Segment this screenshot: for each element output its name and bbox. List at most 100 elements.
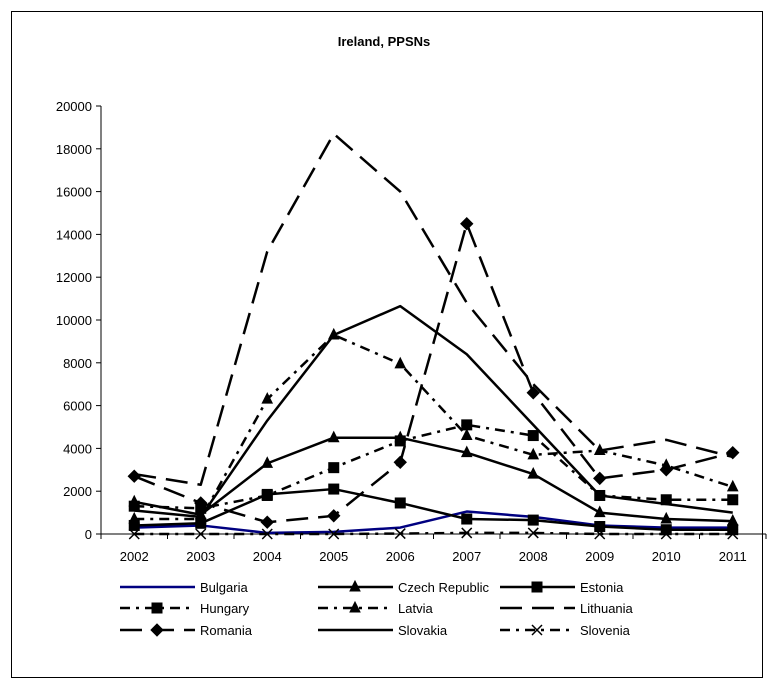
triangle-marker bbox=[460, 445, 473, 458]
legend: Bulgaria Czech Republic Estonia Hungary Latv… bbox=[120, 579, 634, 638]
x-tick-label: 2010 bbox=[652, 549, 681, 564]
diamond-marker bbox=[593, 471, 607, 486]
diamond-marker bbox=[526, 386, 540, 400]
x-marker bbox=[461, 527, 473, 539]
x-marker bbox=[594, 528, 606, 540]
square-marker bbox=[461, 513, 473, 525]
square-marker bbox=[531, 581, 543, 593]
series-line bbox=[134, 304, 733, 519]
triangle-marker bbox=[349, 600, 361, 613]
series-layer bbox=[127, 132, 740, 540]
x-marker bbox=[261, 528, 273, 540]
square-marker bbox=[527, 514, 539, 526]
x-marker bbox=[727, 528, 739, 540]
x-tick-label: 2008 bbox=[519, 549, 548, 564]
triangle-marker bbox=[460, 428, 473, 441]
square-marker bbox=[328, 483, 340, 495]
x-tick-label: 2003 bbox=[186, 549, 215, 564]
square-marker bbox=[328, 462, 340, 474]
legend-label: Romania bbox=[200, 623, 253, 638]
x-marker bbox=[394, 528, 406, 540]
legend-item: Hungary bbox=[120, 601, 250, 616]
legend-label: Estonia bbox=[580, 580, 624, 595]
x-marker bbox=[328, 528, 340, 540]
chart-title: Ireland, PPSNs bbox=[338, 34, 430, 49]
diamond-marker bbox=[327, 509, 341, 523]
x-tick-label: 2002 bbox=[120, 549, 149, 564]
diamond-marker bbox=[150, 623, 164, 637]
legend-item: Romania bbox=[120, 623, 253, 638]
triangle-marker bbox=[593, 505, 606, 518]
square-marker bbox=[151, 602, 163, 614]
diamond-marker bbox=[127, 469, 141, 483]
square-marker bbox=[461, 419, 473, 431]
axes: 0 2000 4000 6000 8000 10000 12000 14000 16000 180… bbox=[56, 99, 767, 564]
legend-item: Czech Republic bbox=[318, 579, 490, 595]
y-tick-label: 12000 bbox=[56, 270, 92, 285]
legend-label: Latvia bbox=[398, 601, 433, 616]
triangle-marker bbox=[527, 447, 540, 460]
square-marker bbox=[727, 494, 739, 506]
chart-frame bbox=[11, 11, 763, 678]
y-tick-label: 2000 bbox=[63, 484, 92, 499]
diamond-marker bbox=[393, 455, 407, 470]
x-tick-label: 2011 bbox=[719, 549, 747, 564]
series-line bbox=[134, 333, 734, 521]
triangle-marker bbox=[527, 466, 540, 479]
series-slovenia bbox=[128, 527, 739, 540]
x-marker bbox=[527, 527, 539, 539]
legend-label: Czech Republic bbox=[398, 580, 490, 595]
square-marker bbox=[394, 497, 406, 509]
legend-item: Latvia bbox=[318, 600, 433, 616]
legend-item: Slovakia bbox=[318, 623, 448, 638]
y-tick-label: 6000 bbox=[63, 399, 92, 414]
x-marker bbox=[128, 528, 140, 540]
y-tick-label: 0 bbox=[85, 527, 92, 542]
square-marker bbox=[527, 430, 539, 442]
legend-item: Slovenia bbox=[500, 623, 631, 638]
legend-label: Slovenia bbox=[580, 623, 631, 638]
legend-label: Slovakia bbox=[398, 623, 448, 638]
legend-label: Hungary bbox=[200, 601, 250, 616]
x-marker bbox=[531, 624, 543, 636]
diamond-marker bbox=[194, 496, 208, 510]
diamond-marker bbox=[260, 515, 274, 529]
legend-item: Lithuania bbox=[500, 601, 634, 616]
square-marker bbox=[261, 489, 273, 501]
legend-label: Bulgaria bbox=[200, 580, 248, 595]
y-tick-label: 20000 bbox=[56, 99, 92, 114]
triangle-marker bbox=[128, 511, 141, 524]
x-tick-label: 2007 bbox=[452, 549, 481, 564]
legend-label: Lithuania bbox=[580, 601, 634, 616]
y-tick-label: 10000 bbox=[56, 313, 92, 328]
y-tick-label: 14000 bbox=[56, 227, 92, 242]
triangle-marker bbox=[327, 430, 340, 443]
y-tick-label: 8000 bbox=[63, 356, 92, 371]
series-slovakia bbox=[134, 304, 733, 519]
y-tick-label: 16000 bbox=[56, 185, 92, 200]
series-line bbox=[134, 487, 733, 531]
legend-item: Bulgaria bbox=[120, 580, 248, 595]
y-tick-label: 4000 bbox=[63, 441, 92, 456]
y-tick-label: 18000 bbox=[56, 142, 92, 157]
series-romania bbox=[127, 216, 740, 529]
series-line bbox=[133, 222, 734, 524]
series-line bbox=[134, 436, 733, 523]
triangle-marker bbox=[726, 479, 739, 492]
square-marker bbox=[594, 521, 606, 533]
x-marker bbox=[195, 528, 207, 540]
series-line bbox=[134, 510, 733, 535]
diamond-marker bbox=[460, 216, 474, 231]
diamond-marker bbox=[726, 445, 740, 460]
triangle-marker bbox=[394, 356, 407, 369]
series-line bbox=[134, 423, 733, 510]
diamond-marker bbox=[659, 463, 673, 477]
legend-item: Estonia bbox=[500, 580, 624, 595]
triangle-marker bbox=[349, 579, 361, 592]
square-marker bbox=[394, 435, 406, 447]
x-tick-label: 2004 bbox=[253, 549, 282, 564]
triangle-marker bbox=[660, 511, 673, 524]
x-tick-label: 2005 bbox=[319, 549, 348, 564]
x-tick-label: 2009 bbox=[585, 549, 614, 564]
